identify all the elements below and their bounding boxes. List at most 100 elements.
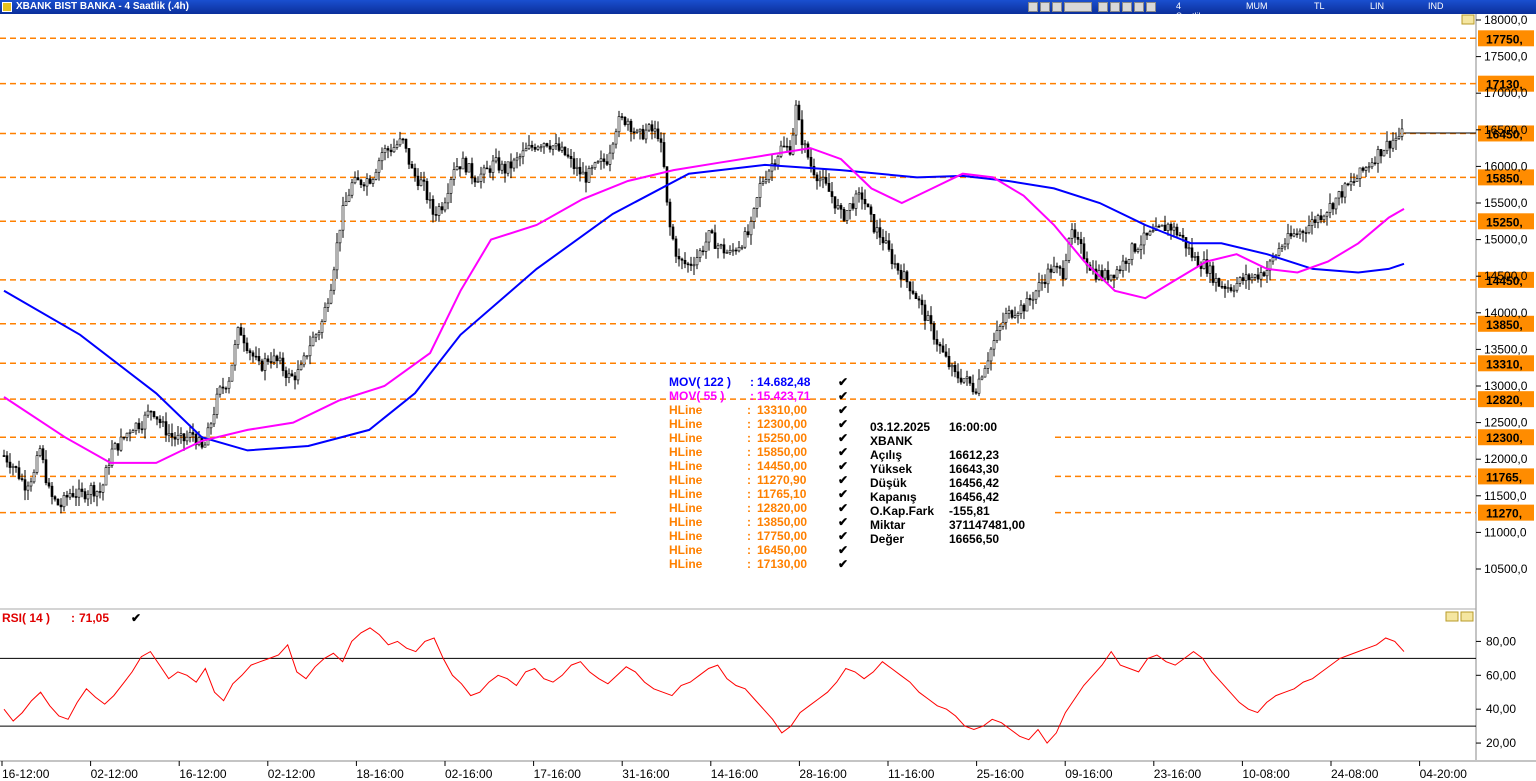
candle-body bbox=[1031, 298, 1035, 301]
panel-maximize-icon[interactable] bbox=[1461, 14, 1475, 25]
candle-body bbox=[602, 158, 606, 162]
candle-body bbox=[29, 481, 33, 487]
candle-body bbox=[1034, 290, 1038, 300]
time-tick-label: 23-16:00 bbox=[1154, 767, 1202, 781]
candle-body bbox=[302, 355, 306, 366]
candle-body bbox=[797, 104, 801, 121]
candle-body bbox=[458, 166, 462, 170]
rsi-panel-maximize-icon[interactable] bbox=[1445, 611, 1459, 622]
candle-body bbox=[56, 498, 60, 506]
candle-body bbox=[338, 229, 342, 244]
price-tick-label: 14500,0 bbox=[1484, 269, 1528, 283]
template-icon[interactable] bbox=[1052, 2, 1062, 12]
time-tick-label: 16-12:00 bbox=[2, 767, 50, 781]
chart-icon[interactable] bbox=[1028, 2, 1038, 12]
candle-body bbox=[167, 433, 171, 436]
candle-body bbox=[893, 263, 897, 265]
candle-body bbox=[1385, 140, 1389, 152]
candle-body bbox=[650, 124, 654, 132]
candle-body bbox=[464, 157, 468, 173]
candle-body bbox=[866, 203, 870, 208]
candle-body bbox=[1229, 287, 1233, 291]
candle-body bbox=[1136, 249, 1140, 252]
candle-body bbox=[272, 355, 276, 363]
candle-body bbox=[347, 194, 351, 202]
candle-body bbox=[278, 357, 282, 362]
candle-body bbox=[368, 178, 372, 184]
candle-body bbox=[362, 184, 366, 187]
candle-body bbox=[983, 368, 987, 378]
candle-body bbox=[290, 373, 294, 377]
toolbar-scale[interactable]: LIN bbox=[1370, 1, 1385, 11]
candle-body bbox=[1301, 230, 1305, 233]
toolbar-chart-type[interactable]: MUM bbox=[1246, 1, 1268, 11]
candle-body bbox=[1328, 203, 1332, 213]
candle-body bbox=[284, 370, 288, 378]
candle-body bbox=[1349, 181, 1353, 186]
candle-body bbox=[1310, 219, 1314, 226]
price-tick-label: 12500,0 bbox=[1484, 416, 1528, 430]
time-tick-label: 25-16:00 bbox=[977, 767, 1025, 781]
candle-body bbox=[686, 263, 690, 266]
candle-body bbox=[332, 269, 336, 291]
candle-body bbox=[1283, 243, 1287, 248]
candle-body bbox=[1052, 265, 1056, 273]
candle-body bbox=[1133, 243, 1137, 252]
candle-body bbox=[53, 496, 57, 500]
candle-body bbox=[1130, 243, 1134, 260]
candle-body bbox=[632, 131, 636, 134]
candle-body bbox=[320, 321, 324, 333]
candle-body bbox=[1151, 230, 1155, 233]
candle-body bbox=[485, 167, 489, 170]
candle-body bbox=[653, 128, 657, 132]
candle-body bbox=[1367, 166, 1371, 169]
draw-icon[interactable] bbox=[1098, 2, 1108, 12]
candle-body bbox=[1358, 167, 1362, 179]
candle-body bbox=[506, 161, 510, 174]
line-icon[interactable] bbox=[1134, 2, 1144, 12]
candle-body bbox=[179, 433, 183, 436]
candle-body bbox=[1112, 274, 1116, 279]
candle-body bbox=[248, 350, 252, 354]
candle-body bbox=[413, 167, 417, 177]
toolbar-currency[interactable]: TL bbox=[1314, 1, 1325, 11]
candle-body bbox=[1127, 259, 1131, 264]
candle-body bbox=[1043, 281, 1047, 285]
candle-body bbox=[920, 299, 924, 306]
candle-body bbox=[623, 116, 627, 125]
candle-body bbox=[389, 149, 393, 153]
candle-body bbox=[620, 116, 624, 118]
candle-body bbox=[1046, 268, 1050, 285]
candle-body bbox=[17, 467, 21, 479]
candle-body bbox=[239, 327, 243, 336]
candle-body bbox=[173, 436, 177, 440]
candle-body bbox=[560, 146, 564, 151]
candle-body bbox=[701, 250, 705, 253]
pencil-icon[interactable] bbox=[1122, 2, 1132, 12]
time-tick-label: 09-16:00 bbox=[1065, 767, 1113, 781]
candle-body bbox=[227, 380, 231, 389]
candle-body bbox=[161, 421, 165, 424]
candle-body bbox=[1220, 286, 1224, 288]
candle-body bbox=[236, 327, 240, 345]
period-selector-icon[interactable] bbox=[1064, 2, 1092, 12]
toolbar-indicators[interactable]: IND bbox=[1428, 1, 1444, 11]
cursor-icon[interactable] bbox=[1146, 2, 1156, 12]
candle-body bbox=[305, 355, 309, 358]
candle-body bbox=[1361, 167, 1365, 171]
zoom-icon[interactable] bbox=[1040, 2, 1050, 12]
text-icon[interactable] bbox=[1110, 2, 1120, 12]
candle-body bbox=[671, 226, 675, 240]
candle-body bbox=[539, 146, 543, 149]
time-tick-label: 10-08:00 bbox=[1242, 767, 1290, 781]
rsi-line bbox=[3, 627, 1405, 744]
rsi-panel-close-icon[interactable] bbox=[1460, 611, 1474, 622]
candle-body bbox=[1160, 224, 1164, 227]
time-tick-label: 11-16:00 bbox=[888, 767, 935, 781]
time-tick-label: 17-16:00 bbox=[534, 767, 582, 781]
toolbar-period[interactable]: 4 Saatlik bbox=[1176, 1, 1204, 21]
candle-body bbox=[938, 343, 942, 347]
candle-body bbox=[8, 461, 12, 468]
candle-body bbox=[845, 210, 849, 221]
